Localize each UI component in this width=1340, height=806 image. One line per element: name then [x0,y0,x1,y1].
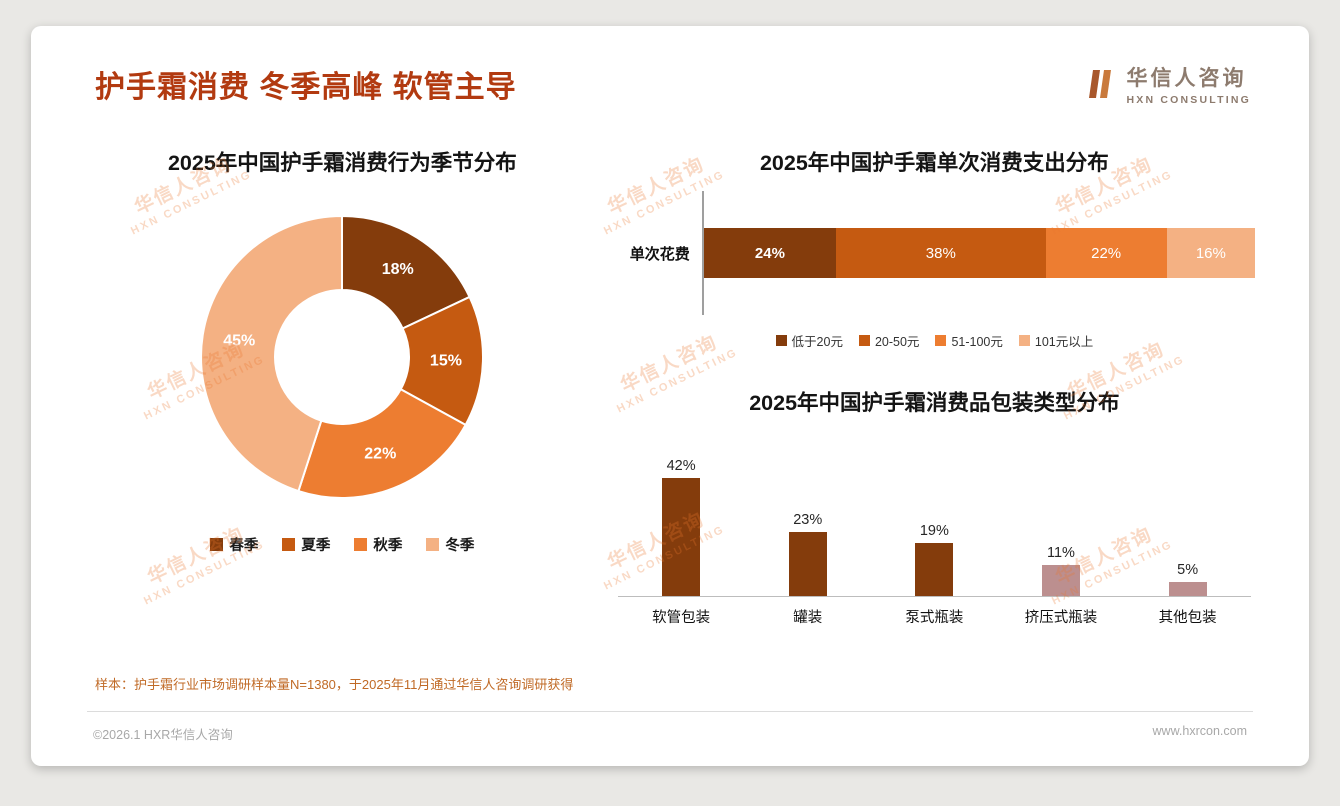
copyright-text: ©2026.1 HXR华信人咨询 [93,728,233,742]
legend-item: 夏季 [282,534,330,555]
donut-value-label: 15% [430,352,462,369]
stacked-segment-label: 24% [754,244,785,262]
legend-label: 20-50元 [874,335,920,349]
donut-chart-title: 2025年中国护手霜消费行为季节分布 [167,151,517,175]
legend-item: 秋季 [354,534,402,555]
company-logo: 华信人咨询 HXN CONSULTING [1087,62,1251,106]
stacked-segment-label: 22% [1091,244,1122,262]
column-chart-title: 2025年中国护手霜消费品包装类型分布 [749,391,1120,415]
column-bar-1 [662,478,701,596]
legend-swatch [775,335,787,346]
content: 2025年中国护手霜消费行为季节分布 18% 15% 22% 45% 春季 夏季 秋季 冬季… [31,110,1309,662]
legend-label: 冬季 [445,538,475,554]
stacked-chart-title: 2025年中国护手霜单次消费支出分布 [759,151,1109,175]
slide: 华信人咨询 HXN CONSULTING 华信人咨询 HXN CONSULTING 华信… [31,26,1309,766]
column-chart-block: 2025年中国护手霜消费品包装类型分布 42% 23% 19% 11% 5% 软管包装 罐… [614,386,1255,627]
donut-segment-4 [200,214,344,493]
donut-chart: 18% 15% 22% 45% [200,214,485,499]
stacked-legend: 低于20元 20-50元 51-100元 101元以上 [614,331,1255,350]
category-label: 泵式瓶装 [905,610,964,626]
legend-swatch [858,335,870,346]
legend-swatch [282,538,296,551]
legend-swatch [935,335,947,346]
column-group: 42% [618,458,745,596]
legend-label: 51-100元 [951,335,1003,349]
column-bar-2 [788,531,827,596]
stacked-chart: 单次花费 24% 38% 22% 16% [614,191,1255,315]
stacked-segment-3: 22% [1045,228,1167,278]
legend-item: 低于20元 [775,331,843,350]
column-categories-row: 软管包装 罐装 泵式瓶装 挤压式瓶装 其他包装 [618,597,1251,627]
donut-legend: 春季 夏季 秋季 冬季 [85,534,600,555]
category-label: 挤压式瓶装 [1024,610,1098,626]
right-section: 2025年中国护手霜单次消费支出分布 单次花费 24% 38% 22% 16% 低于2… [600,110,1255,662]
legend-item: 冬季 [426,534,474,555]
column-bars-row: 42% 23% 19% 11% 5% [617,445,1251,597]
logo-name: 华信人咨询 [1126,67,1247,90]
legend-label: 夏季 [301,538,331,554]
category-label: 罐装 [793,610,823,626]
donut-segment-3 [297,387,468,499]
stacked-segment-1: 24% [703,228,837,278]
sample-note: 样本：护手霜行业市场调研样本量N=1380，于2025年11月通过华信人咨询调研… [95,677,574,692]
bar-value-label: 11% [1047,545,1075,562]
column-bar-3 [915,542,954,596]
column-group: 11% [998,545,1125,596]
legend-item: 春季 [210,534,258,555]
stacked-segment-2: 38% [836,228,1046,278]
column-group: 5% [1124,562,1251,596]
donut-value-label: 45% [224,333,256,350]
legend-item: 51-100元 [935,331,1003,350]
footer: ©2026.1 HXR华信人咨询 www.hxrcon.com [87,711,1253,743]
logo-text: 华信人咨询 HXN CONSULTING [1126,62,1251,106]
stacked-bar: 24% 38% 22% 16% [703,228,1255,278]
column-chart: 42% 23% 19% 11% 5% 软管包装 罐装 泵式瓶装 挤压式瓶装 其他包装 [614,445,1255,627]
column-group: 19% [871,523,998,596]
legend-item: 20-50元 [858,331,920,350]
page-title: 护手霜消费 冬季高峰 软管主导 [95,71,517,104]
donut-segment-1 [341,214,472,330]
stacked-chart-block: 2025年中国护手霜单次消费支出分布 单次花费 24% 38% 22% 16% 低于2… [614,146,1255,350]
legend-label: 春季 [229,538,259,554]
website-url: www.hxrcon.com [1152,724,1247,738]
column-group: 23% [744,512,871,596]
logo-icon [1089,70,1112,98]
legend-swatch [354,538,368,551]
legend-swatch [210,538,224,551]
stacked-plot-area: 24% 38% 22% 16% [701,191,1255,315]
legend-label: 秋季 [373,538,403,554]
legend-swatch [1018,335,1030,346]
bar-value-label: 23% [793,511,823,528]
category-label: 软管包装 [652,610,711,626]
column-bar-5 [1168,582,1207,596]
legend-label: 低于20元 [791,335,843,349]
column-bar-4 [1041,565,1080,596]
header: 护手霜消费 冬季高峰 软管主导 华信人咨询 HXN CONSULTING [31,26,1309,110]
donut-value-label: 22% [365,446,397,463]
category-label: 其他包装 [1158,610,1217,626]
stacked-axis-label: 单次花费 [629,245,690,263]
donut-section: 2025年中国护手霜消费行为季节分布 18% 15% 22% 45% 春季 夏季 秋季 冬季 [85,110,600,662]
logo-subtitle: HXN CONSULTING [1126,94,1251,106]
legend-item: 101元以上 [1018,331,1094,350]
stacked-segment-label: 38% [925,244,956,262]
stacked-segment-4: 16% [1166,228,1255,278]
bar-value-label: 19% [919,522,949,539]
bar-value-label: 42% [666,458,696,475]
bar-value-label: 5% [1177,562,1199,578]
stacked-segment-label: 16% [1195,244,1226,262]
legend-label: 101元以上 [1034,335,1094,349]
legend-swatch [426,538,440,551]
donut-value-label: 18% [382,261,414,278]
